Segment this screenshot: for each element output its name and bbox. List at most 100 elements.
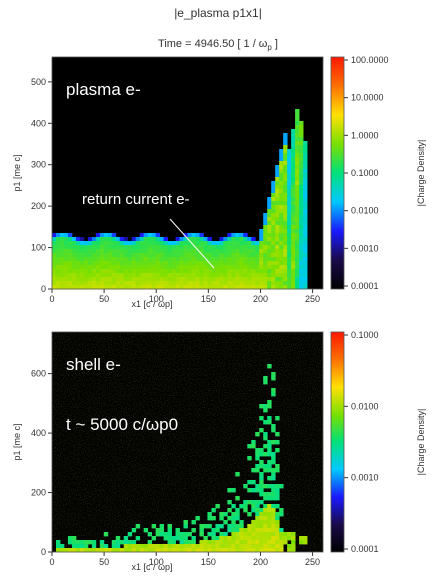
heatmap-cell [299, 129, 304, 134]
heatmap-cell [275, 181, 280, 186]
heatmap-cell [299, 201, 304, 206]
heatmap-cell [223, 253, 228, 258]
heatmap-cell [179, 257, 184, 262]
heatmap-cell [175, 249, 180, 254]
heatmap-cell [59, 253, 65, 258]
heatmap-cell [303, 285, 308, 290]
heatmap-cell [227, 277, 232, 282]
heatmap-cell [283, 177, 288, 182]
heatmap-cell [239, 273, 244, 278]
heatmap-cell [239, 237, 244, 242]
heatmap-cell [119, 265, 125, 270]
colorbar-tick-label: 0.0100 [351, 401, 379, 411]
heatmap-cell [59, 281, 65, 286]
heatmap-cell [91, 237, 97, 242]
heatmap-cell [191, 269, 196, 274]
time-readout: Time = 4946.50 [ 1 / ωp ] [0, 38, 436, 52]
heatmap-cell [251, 237, 256, 242]
heatmap-cell [275, 169, 280, 174]
heatmap-cell [295, 197, 300, 202]
heatmap-cell [227, 273, 232, 278]
heatmap-cell [95, 261, 101, 266]
heatmap-cell [295, 249, 300, 254]
heatmap-cell [115, 265, 121, 270]
heatmap-cell [283, 137, 288, 142]
heatmap-cell [291, 173, 296, 178]
heatmap-cell [123, 253, 129, 258]
heatmap-cell [279, 217, 284, 222]
heatmap-cell [135, 285, 141, 290]
heatmap-cell [291, 265, 296, 270]
heatmap-cell [207, 273, 212, 278]
heatmap-cell [283, 197, 288, 202]
heatmap-cell [239, 281, 244, 286]
heatmap-cell [211, 273, 216, 278]
heatmap-cell [215, 261, 220, 266]
heatmap-cell [139, 277, 145, 282]
heatmap-cell [271, 241, 276, 246]
top-colorbar-ticks: 100.0000 10.0000 1.0000 0.1000 0.0100 0.0010 0… [330, 55, 389, 291]
heatmap-cell [303, 149, 308, 154]
heatmap-cell [247, 237, 252, 242]
heatmap-cell [267, 285, 272, 290]
heatmap-cell [303, 217, 308, 222]
heatmap-cell [279, 277, 284, 282]
heatmap-cell [291, 137, 296, 142]
heatmap-cell [91, 273, 97, 278]
heatmap-cell [71, 241, 77, 246]
heatmap-cell [287, 245, 292, 250]
heatmap-cell [171, 265, 176, 270]
heatmap-cell [163, 245, 168, 250]
heatmap-cell [171, 241, 176, 246]
heatmap-cell [135, 269, 141, 274]
heatmap-cell [103, 269, 109, 274]
heatmap-cell [223, 257, 228, 262]
heatmap-cell [119, 241, 125, 246]
heatmap-cell [283, 189, 288, 194]
heatmap-cell [83, 261, 89, 266]
heatmap-cell [219, 249, 224, 254]
heatmap-cell [99, 265, 105, 270]
heatmap-cell [283, 193, 288, 198]
heatmap-cell [303, 269, 308, 274]
heatmap-cell [199, 285, 204, 290]
heatmap-cell [95, 285, 101, 290]
heatmap-cell [299, 257, 304, 262]
heatmap-cell [143, 285, 149, 290]
colorbar-tick-label: 0.0100 [351, 206, 379, 216]
heatmap-cell [151, 277, 157, 282]
heatmap-cell [123, 273, 129, 278]
heatmap-cell [299, 237, 304, 242]
heatmap-cell [71, 265, 77, 270]
heatmap-cell [239, 261, 244, 266]
heatmap-cell [215, 273, 220, 278]
heatmap-cell [175, 265, 180, 270]
heatmap-cell [239, 249, 244, 254]
heatmap-cell [155, 245, 161, 250]
heatmap-cell [283, 221, 288, 226]
heatmap-cell [115, 249, 121, 254]
heatmap-cell [259, 265, 264, 270]
heatmap-cell [295, 185, 300, 190]
heatmap-cell [199, 241, 204, 246]
heatmap-cell [275, 229, 280, 234]
heatmap-cell [159, 253, 164, 258]
heatmap-cell [91, 277, 97, 282]
top-y-axis-label: p1 [me c] [12, 154, 22, 191]
heatmap-cell [279, 269, 284, 274]
heatmap-cell [259, 281, 264, 286]
heatmap-cell [135, 245, 141, 250]
heatmap-cell [291, 245, 296, 250]
heatmap-cell [159, 285, 164, 290]
heatmap-cell [299, 249, 304, 254]
heatmap-cell [299, 189, 304, 194]
heatmap-cell [67, 273, 73, 278]
heatmap-cell [287, 253, 292, 258]
heatmap-cell [299, 285, 304, 290]
heatmap-cell [115, 245, 121, 250]
heatmap-cell [271, 185, 276, 190]
heatmap-cell [203, 273, 208, 278]
heatmap-cell [207, 257, 212, 262]
heatmap-cell [131, 261, 137, 266]
heatmap-cell [223, 249, 228, 254]
